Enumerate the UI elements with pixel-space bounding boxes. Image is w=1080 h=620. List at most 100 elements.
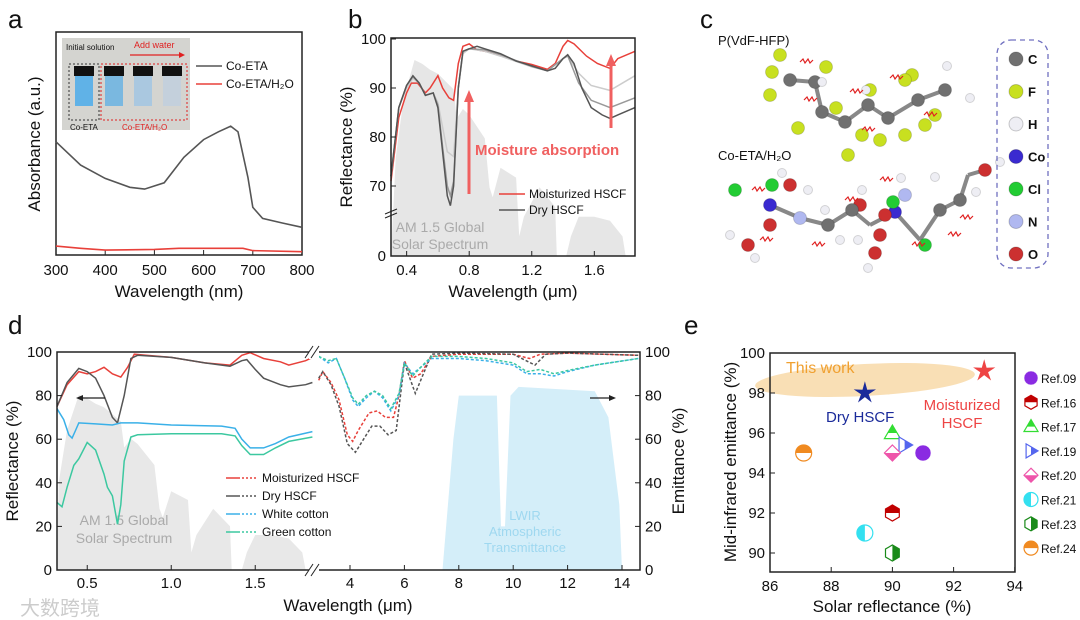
atom-f (791, 121, 805, 135)
legend-label-ref-20: Ref.20 (1041, 469, 1077, 483)
legend-atom-o-icon (1008, 246, 1024, 262)
marker-fill (856, 525, 865, 541)
vibration-icon (947, 230, 962, 238)
panel-d-spectrum-label-1: AM 1.5 Global (80, 512, 169, 528)
atom-c (933, 203, 947, 217)
y-tick-label-left: 0 (44, 562, 52, 579)
legend-atom-label: H (1028, 117, 1037, 132)
x-tick-label: 92 (945, 578, 962, 595)
point-ref-09 (914, 444, 932, 462)
x-tick-label: 600 (191, 262, 216, 279)
atom-o (873, 228, 887, 242)
y-tick-label-right: 0 (645, 562, 653, 579)
vibration-icon (799, 57, 814, 65)
panel-a-frame (55, 31, 303, 256)
point-ref-19 (898, 435, 914, 455)
vibration-icon (889, 73, 904, 81)
atom-f (763, 88, 777, 102)
y-tick-label-left: 60 (35, 431, 52, 448)
legend-marker-ref-17 (1022, 418, 1040, 433)
atom-f (773, 48, 787, 62)
emittance-line-green-cotton (318, 355, 639, 411)
marker-fill (1024, 475, 1038, 483)
legend-atom-h-icon (1008, 116, 1024, 132)
x-tick-label: 1.2 (521, 262, 542, 279)
vibration-icon (844, 195, 859, 203)
y-tick-label-left: 100 (27, 344, 52, 361)
x-tick-label: 300 (43, 262, 68, 279)
vibration-icon (811, 240, 826, 248)
panel-e-xlabel: Solar reflectance (%) (813, 597, 972, 616)
panel-b-spectrum-label-2: Solar Spectrum (392, 236, 488, 252)
x-tick-label: 500 (142, 262, 167, 279)
atom-c (938, 83, 952, 97)
legend-atom-label: Cl (1028, 182, 1041, 197)
atom-f (841, 148, 855, 162)
legend-label-white-cotton: White cotton (262, 507, 329, 521)
x-tick-label: 800 (289, 262, 314, 279)
panel-label-a: a (8, 4, 23, 34)
this-work-highlight (755, 363, 975, 397)
atom-n (793, 211, 807, 225)
atom-f (819, 60, 833, 74)
x-tick-label: 8 (455, 575, 463, 592)
panel-b-spectrum-label-1: AM 1.5 Global (396, 219, 485, 235)
y-tick-label: 100 (740, 345, 765, 362)
legend-atom-label: O (1028, 247, 1038, 262)
legend-label-ref-21: Ref.21 (1041, 494, 1077, 508)
legend-moisturized-hscf: Moisturized HSCF (529, 187, 626, 201)
atom-o (783, 178, 797, 192)
element-legend-box (996, 39, 1049, 269)
panel-label-c: c (700, 4, 713, 34)
atom-c (911, 93, 925, 107)
atom-h (861, 85, 871, 95)
x-tick-label: 12 (559, 575, 576, 592)
vibration-icon (849, 87, 864, 95)
this-work-label: This work (786, 360, 855, 377)
emittance-line-dry-hscf (318, 352, 639, 454)
x-tick-label: 0.8 (459, 262, 480, 279)
legend-marker-ref-24 (1023, 540, 1039, 556)
atom-c (815, 105, 829, 119)
legend-atom-label: F (1028, 85, 1036, 100)
panel-a-chart: 300 400 500 600 700 800 Initial solution Add … (25, 31, 315, 301)
marker-fill (1031, 516, 1037, 531)
moisture-absorption-label: Moisture absorption (475, 142, 619, 159)
x-tick-label: 90 (884, 578, 901, 595)
point-ref-21 (856, 524, 874, 542)
x-tick-label: 0.4 (396, 262, 417, 279)
legend-atom-label: Co (1028, 150, 1045, 165)
panel-e-ylabel: Mid-infrared emittance (%) (721, 362, 740, 562)
panel-label-e: e (684, 310, 698, 340)
marker-fill (1024, 492, 1031, 507)
atom-c (861, 98, 875, 112)
atom-f (765, 65, 779, 79)
inset-caption-co-eta: Co-ETA (70, 123, 99, 132)
panel-c-molecules: P(VdF-HFP) Co-ETA/H₂O C F H Co Cl N O (718, 33, 1049, 273)
inset-initial-solution: Initial solution (66, 43, 114, 52)
legend-marker-ref-09 (1023, 370, 1039, 386)
legend-label-ref-19: Ref.19 (1041, 445, 1077, 459)
x-tick-label: 1.6 (584, 262, 605, 279)
marker-fill (904, 440, 913, 450)
panel-b-frame (390, 37, 636, 257)
atom-h (803, 185, 813, 195)
marker-fill (1031, 447, 1038, 455)
vial-1 (74, 66, 94, 106)
point-ref-16 (884, 504, 900, 522)
inset-caption-co-eta-h2o: Co-ETA/H₂O (122, 123, 167, 132)
lwir-transmittance-area (442, 386, 622, 570)
vibration-icon (911, 240, 926, 248)
atom-c (838, 115, 852, 129)
y-tick-label: 0 (378, 248, 386, 265)
moisturized-hscf-label-1: Moisturized (924, 397, 1001, 414)
y-tick-label: 96 (748, 425, 765, 442)
legend-marker-ref-16 (1024, 394, 1038, 410)
vial-3 (133, 66, 153, 106)
y-tick-label-right: 40 (645, 475, 662, 492)
atom-f (855, 128, 869, 142)
inset-arrow-head (179, 52, 185, 58)
dry-hscf-label: Dry HSCF (826, 409, 894, 426)
legend-co-eta-h2o: Co-ETA/H₂O (226, 77, 294, 91)
